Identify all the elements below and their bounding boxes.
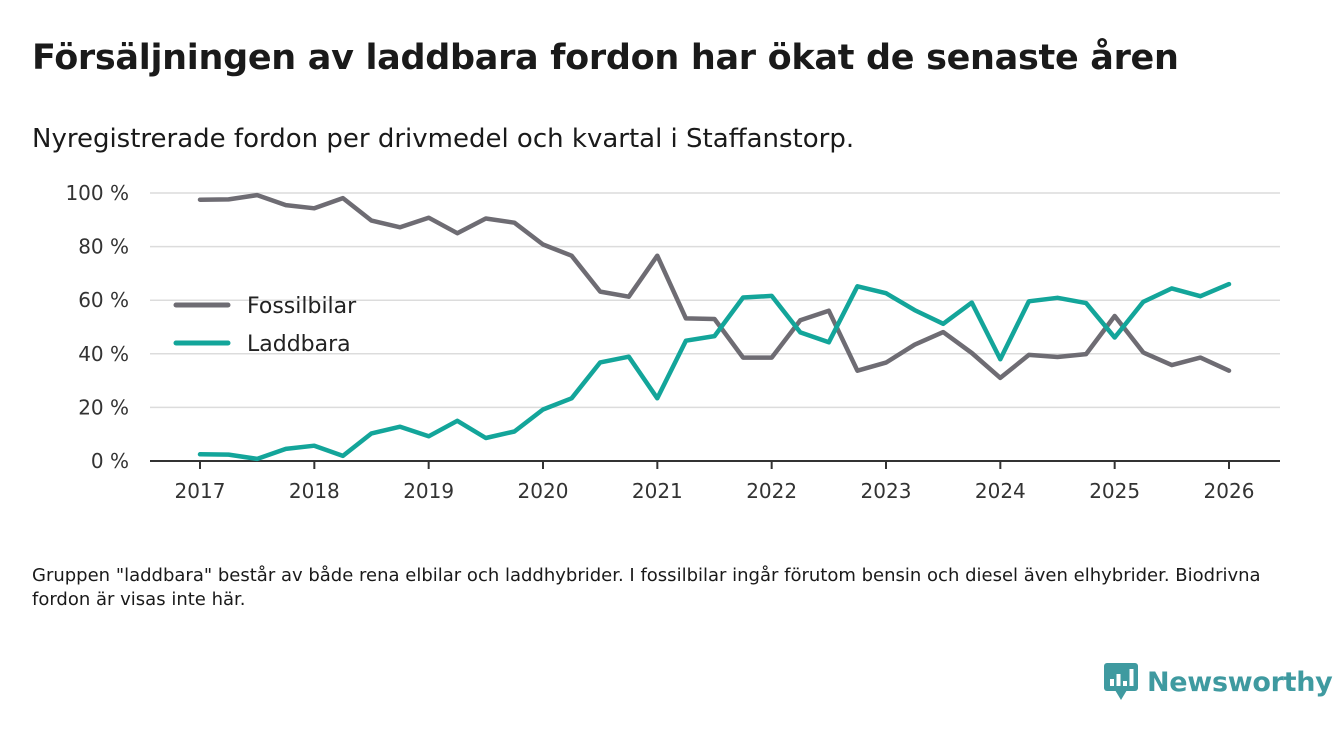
legend-label-fossilbilar: Fossilbilar <box>247 294 357 319</box>
series-line-laddbara <box>197 281 1232 462</box>
legend: Fossilbilar Laddbara <box>173 294 357 357</box>
chart-subtitle: Nyregistrerade fordon per drivmedel och … <box>32 124 855 154</box>
x-tick-label: 2018 <box>289 479 340 503</box>
y-axis: 0 % 20 % 40 % 60 % 80 % 100 % <box>65 181 129 473</box>
x-tick-label: 2020 <box>518 479 569 503</box>
y-tick-label: 60 % <box>78 288 129 312</box>
y-tick-label: 80 % <box>78 235 129 259</box>
x-tick-label: 2022 <box>746 479 797 503</box>
chart-title: Försäljningen av laddbara fordon har öka… <box>32 38 1179 78</box>
series-lines <box>197 192 1232 462</box>
brand-name: Newsworthy <box>1147 666 1333 698</box>
footnote: Gruppen "laddbara" består av både rena e… <box>32 565 1261 610</box>
x-tick-label: 2025 <box>1089 479 1140 503</box>
x-tick-label: 2024 <box>975 479 1026 503</box>
gridlines <box>150 192 1280 409</box>
series-line-fossilbilar <box>197 192 1232 381</box>
line-chart: 0 % 20 % 40 % 60 % 80 % 100 % 2017 2018 2019 202… <box>65 181 1280 503</box>
x-tick-label: 2021 <box>632 479 683 503</box>
brand-logo: Newsworthy <box>1103 662 1333 702</box>
x-tick-label: 2023 <box>861 479 912 503</box>
x-tick-label: 2017 <box>175 479 226 503</box>
newsworthy-logo-icon <box>1104 663 1138 700</box>
x-tick-label: 2019 <box>403 479 454 503</box>
y-tick-label: 100 % <box>65 181 129 205</box>
x-axis: 2017 2018 2019 2020 2021 2022 2023 2024 2025 2026 <box>150 460 1280 503</box>
legend-label-laddbara: Laddbara <box>247 332 351 357</box>
y-tick-label: 20 % <box>78 395 129 419</box>
x-tick-label: 2026 <box>1204 479 1255 503</box>
y-tick-label: 0 % <box>91 449 129 473</box>
y-tick-label: 40 % <box>78 342 129 366</box>
